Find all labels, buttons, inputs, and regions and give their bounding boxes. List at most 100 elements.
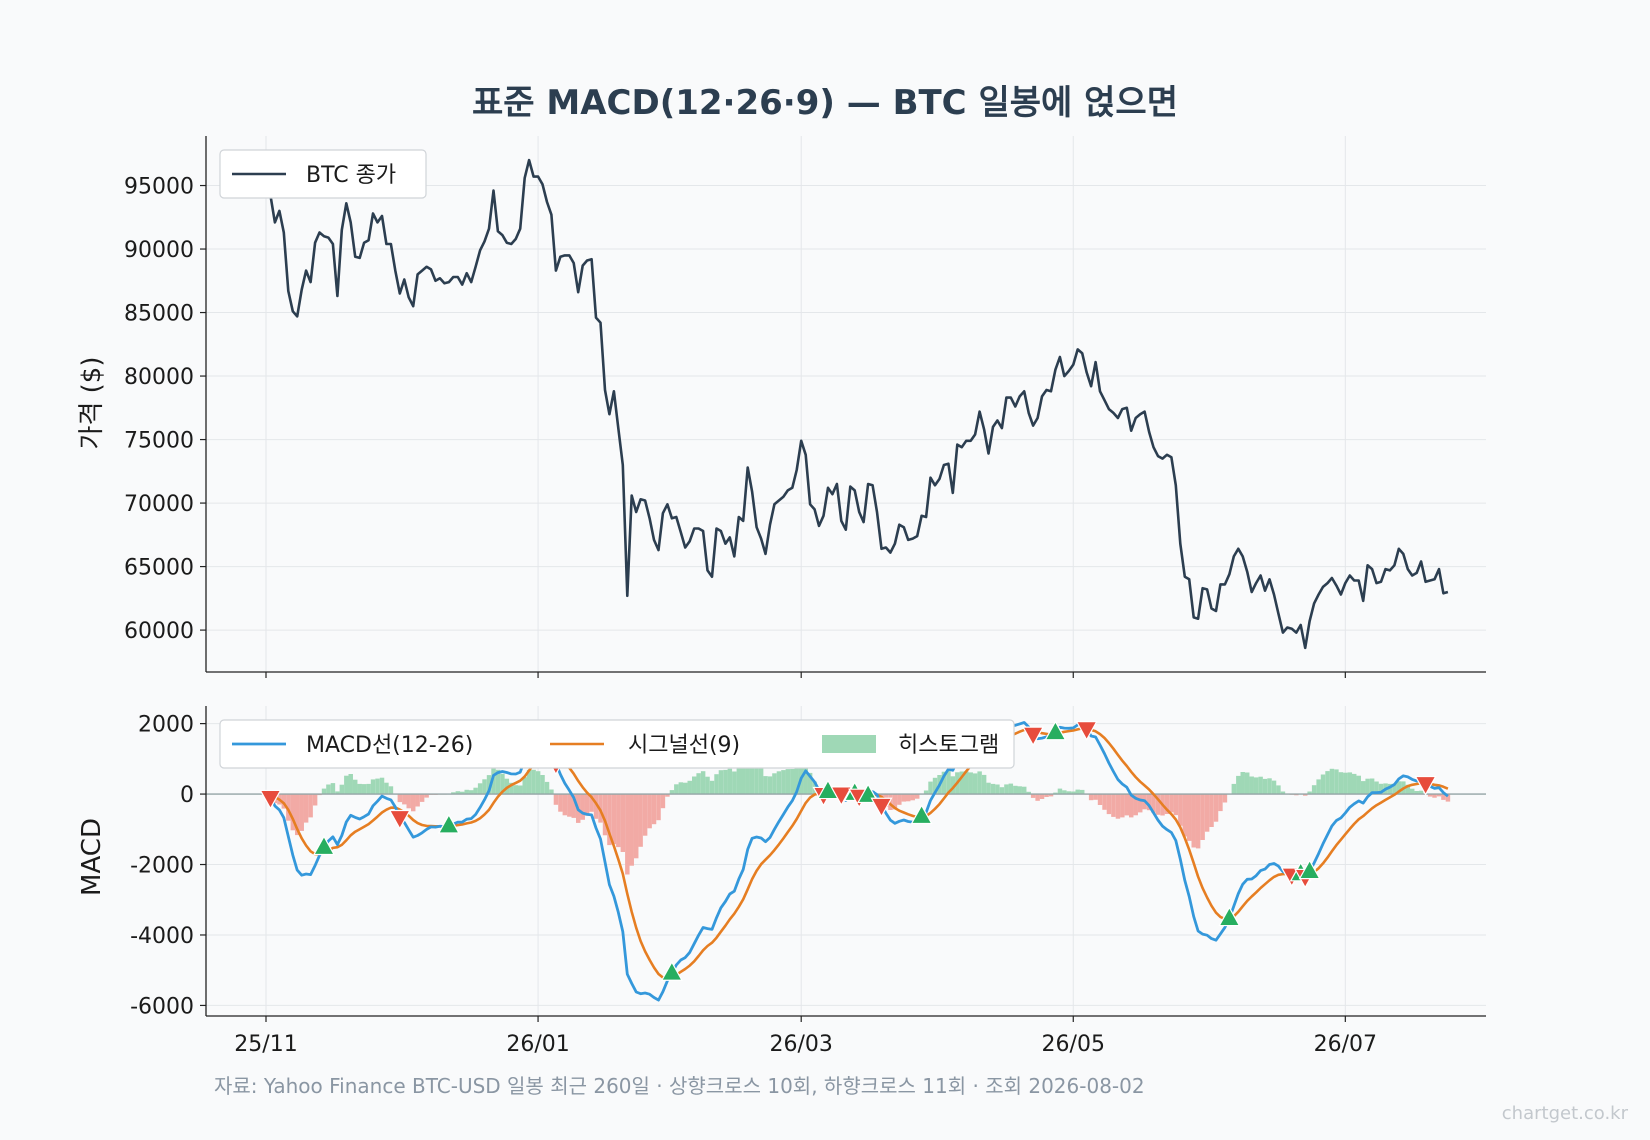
histogram-bar: [1410, 788, 1415, 795]
histogram-bar: [1209, 794, 1214, 827]
histogram-bar: [366, 783, 371, 794]
x-tick-label: 25/11: [234, 1032, 297, 1057]
histogram-bar: [1392, 783, 1397, 795]
histogram-bar: [723, 769, 728, 794]
histogram-bar: [1204, 794, 1210, 832]
histogram-legend-label: 히스토그램: [898, 733, 999, 758]
histogram-bar: [419, 794, 425, 802]
histogram-bar: [584, 794, 590, 816]
histogram-bar: [928, 781, 933, 795]
histogram-bar: [1436, 794, 1442, 797]
histogram-bar: [1213, 794, 1219, 822]
histogram-bar: [1418, 790, 1424, 795]
histogram-bar: [1387, 783, 1393, 795]
histogram-bar: [1240, 772, 1245, 794]
histogram-bar: [906, 794, 911, 802]
histogram-bar: [1187, 794, 1192, 841]
histogram-bar: [1280, 791, 1286, 795]
histogram-bar: [1405, 784, 1411, 794]
histogram-bar: [1129, 794, 1134, 818]
macd-y-axis-label: MACD: [77, 818, 107, 896]
histogram-bar: [705, 776, 710, 795]
histogram-bar: [549, 789, 554, 795]
histogram-bar: [1035, 794, 1040, 801]
histogram-bar: [660, 794, 666, 809]
histogram-bar: [491, 766, 496, 795]
cross-down-marker: [1414, 775, 1437, 796]
histogram-bar: [335, 791, 340, 794]
histogram-bar: [1258, 776, 1263, 795]
histogram-bar: [1414, 791, 1419, 795]
histogram-bar: [1106, 794, 1112, 815]
histogram-bar: [727, 768, 733, 794]
macd-y-tick-label: -6000: [130, 994, 194, 1019]
histogram-bar: [1249, 776, 1254, 795]
histogram-bar: [1396, 781, 1402, 794]
histogram-bar: [1044, 794, 1049, 797]
signal-legend-label: 시그널선(9): [628, 733, 740, 758]
histogram-bar: [312, 794, 318, 806]
histogram-bar: [357, 783, 362, 794]
price-y-tick-label: 70000: [124, 492, 194, 517]
histogram-bar: [1048, 794, 1054, 797]
histogram-bar: [500, 773, 505, 795]
histogram-bar: [469, 790, 474, 795]
histogram-bar: [1325, 771, 1330, 794]
histogram-bar: [1008, 783, 1014, 795]
histogram-bar: [299, 794, 304, 831]
histogram-bar: [785, 769, 791, 795]
histogram-bar: [888, 794, 893, 810]
histogram-bar: [1307, 791, 1312, 795]
histogram-bar: [1427, 794, 1433, 797]
histogram-bar: [1195, 794, 1201, 849]
chart-title: 표준 MACD(12·26·9) — BTC 일봉에 얹으면: [472, 83, 1178, 123]
macd-axes: -6000 -4000 -2000 0 2000 25/11 26/01 26/03 26/05…: [130, 706, 1486, 1057]
histogram-bar: [567, 794, 572, 817]
btc-close-line: [264, 158, 1449, 650]
macd-y-tick-label: 2000: [138, 713, 194, 738]
histogram-bar: [571, 794, 576, 818]
histogram-bar: [718, 770, 724, 795]
histogram-bar: [892, 794, 898, 810]
histogram-bar: [1253, 777, 1259, 794]
macd-panel: -6000 -4000 -2000 0 2000 25/11 26/01 26/03 26/05…: [77, 706, 1486, 1057]
histogram-bar: [1369, 778, 1375, 795]
histogram-bar: [1311, 785, 1317, 795]
histogram-bar: [1445, 794, 1451, 802]
histogram-bar: [1088, 794, 1094, 801]
histogram-bar: [1347, 772, 1353, 795]
histogram-bar: [1236, 775, 1241, 795]
cross-down-marker: [1022, 726, 1045, 747]
histogram-bar: [714, 774, 719, 795]
histogram-bar: [544, 781, 550, 795]
price-legend-label: BTC 종가: [306, 163, 396, 188]
histogram-bar: [758, 767, 764, 795]
histogram-bar: [736, 766, 742, 795]
histogram-bar: [1365, 778, 1370, 795]
histogram-bar: [1361, 781, 1366, 795]
histogram-bar: [589, 794, 594, 812]
histogram-bar: [607, 794, 612, 846]
histogram-bar: [1097, 794, 1103, 805]
histogram-bar: [477, 783, 483, 795]
histogram-bar: [308, 794, 313, 818]
histogram-bar: [794, 766, 799, 795]
histogram-bar: [397, 794, 403, 803]
histogram-bar: [683, 782, 688, 795]
histogram-bar: [1303, 794, 1308, 796]
histogram-bar: [754, 760, 759, 795]
price-legend-box: [219, 149, 427, 199]
histogram-bar: [1374, 781, 1379, 794]
histogram-bar: [406, 794, 411, 809]
histogram-bar: [1378, 783, 1384, 795]
histogram-bar: [1343, 772, 1348, 795]
histogram-bar: [593, 794, 599, 819]
cross-up-marker: [910, 804, 933, 825]
price-axes: 60000 65000 70000 75000 80000 85000 90000 95000: [124, 136, 1486, 678]
histogram-bar: [379, 777, 385, 795]
histogram-bar: [678, 782, 684, 795]
histogram-bar: [1115, 794, 1121, 819]
histogram-bar: [915, 794, 920, 799]
histogram-bar: [1133, 794, 1138, 816]
price-y-tick-label: 95000: [124, 175, 194, 200]
